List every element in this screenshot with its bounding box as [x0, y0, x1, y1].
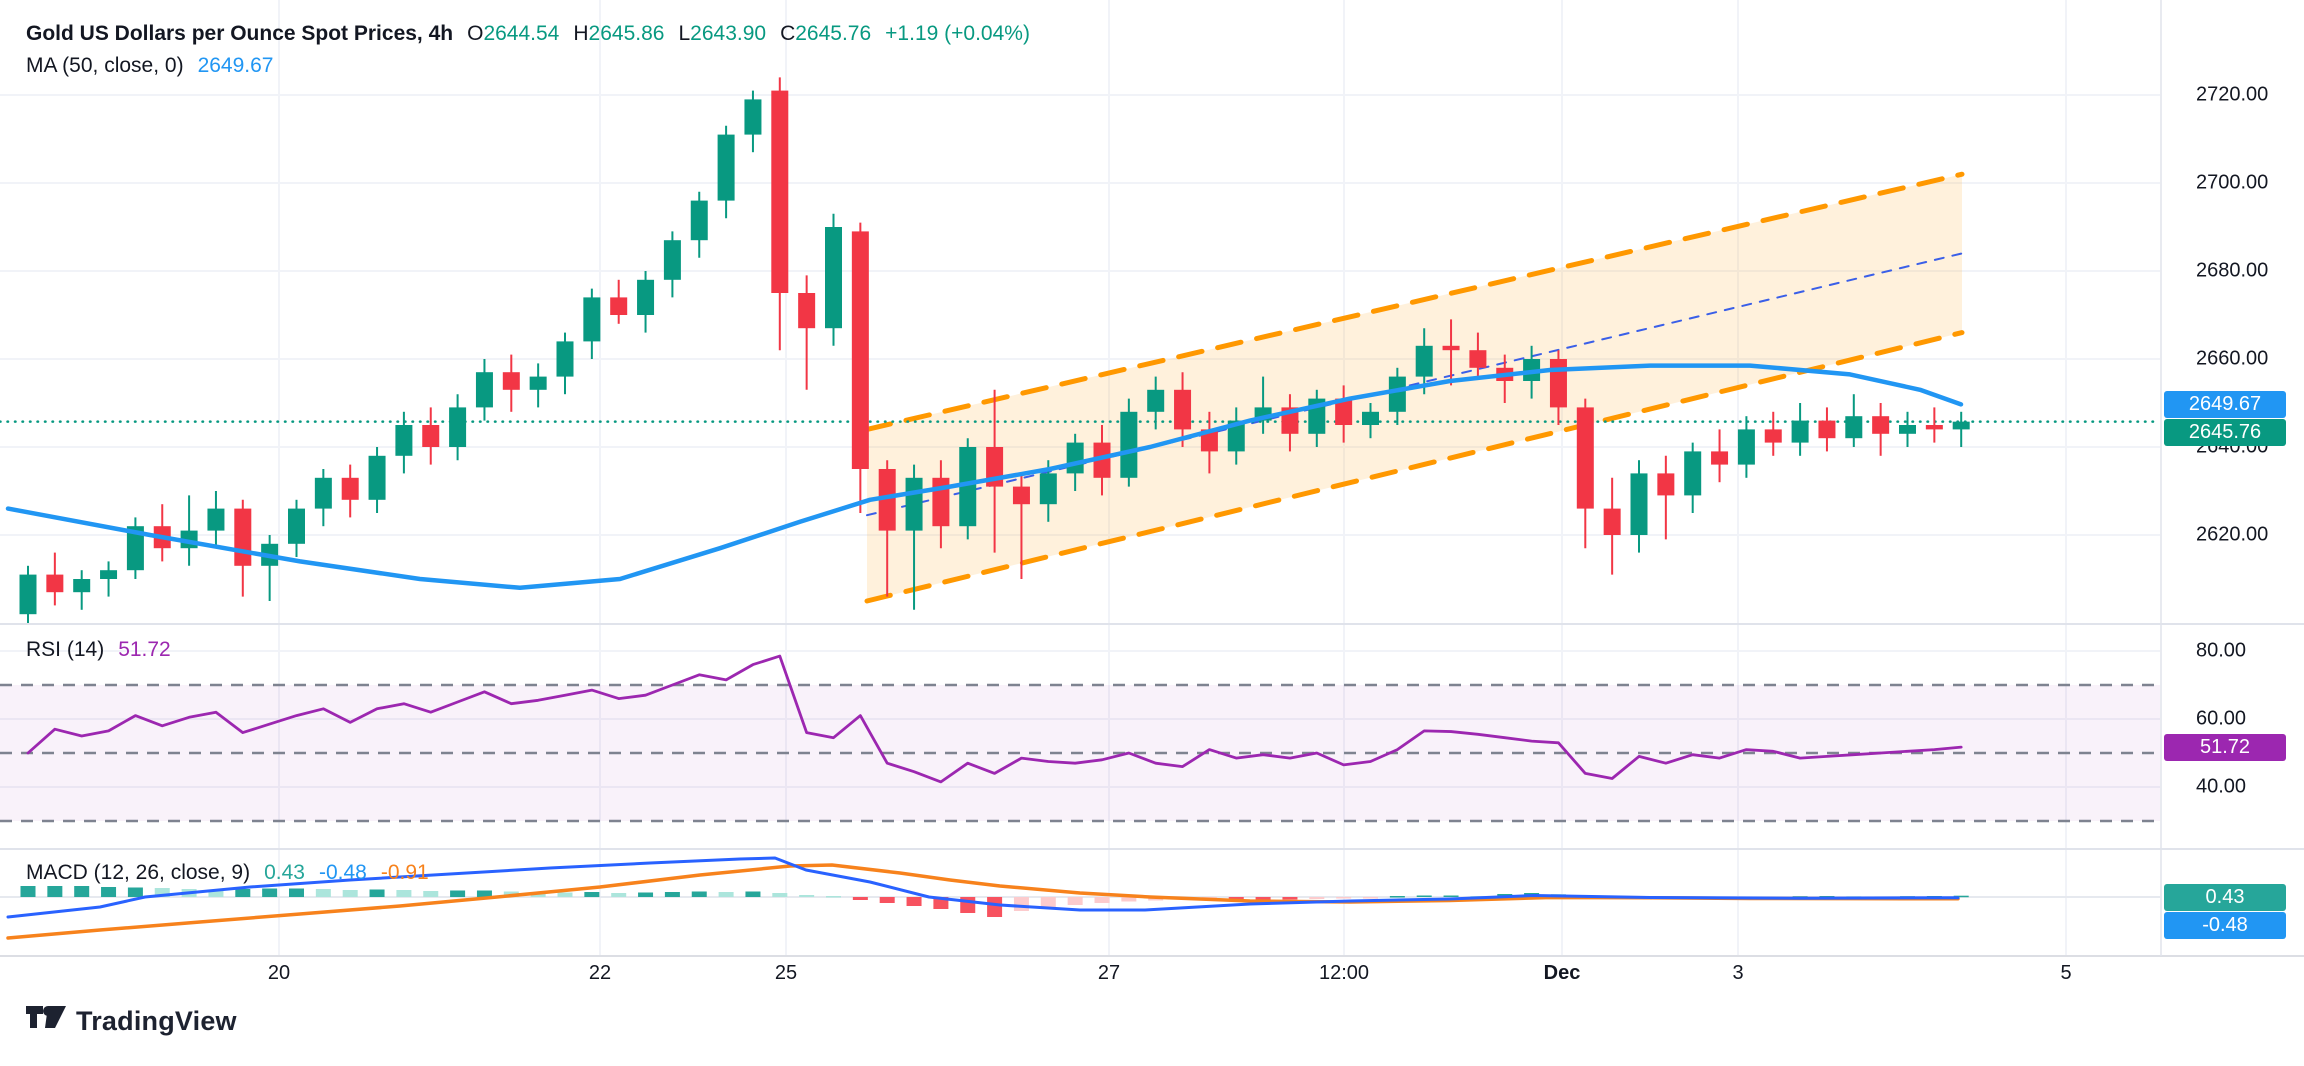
- time-axis-label: 3: [1732, 962, 1744, 984]
- time-axis-label: 12:00: [1318, 962, 1370, 984]
- macd-hist-value: 0.43: [264, 861, 305, 884]
- rsi-axis-label: 60.00: [2196, 707, 2247, 730]
- rsi-axis-label: 80.00: [2196, 639, 2247, 662]
- time-axis-label: Dec: [1543, 962, 1581, 984]
- macd-label: MACD (12, 26, close, 9): [26, 861, 251, 884]
- time-axis-label: 22: [588, 962, 612, 984]
- last-price-badge: 2645.76: [2164, 419, 2286, 446]
- ohlc-low: L2643.90: [678, 22, 767, 45]
- macd-signal-value: -0.91: [380, 861, 429, 884]
- ma-label: MA (50, close, 0): [26, 54, 184, 77]
- price-axis-label: 2700.00: [2196, 171, 2269, 194]
- time-axis-label: 25: [774, 962, 798, 984]
- time-axis-label: 27: [1097, 962, 1121, 984]
- rsi-axis-label: 40.00: [2196, 775, 2247, 798]
- price-axis-label: 2720.00: [2196, 83, 2269, 106]
- macd-legend[interactable]: MACD (12, 26, close, 9) 0.43 -0.48 -0.91: [26, 861, 429, 885]
- macd-hist-badge: 0.43: [2164, 884, 2286, 911]
- change-value: +1.19 (+0.04%): [885, 22, 1030, 45]
- price-axis-label: 2620.00: [2196, 523, 2269, 546]
- tradingview-wordmark: TradingView: [76, 1006, 237, 1036]
- ohlc-open: O2644.54: [467, 22, 560, 45]
- rsi-legend[interactable]: RSI (14) 51.72: [26, 638, 171, 662]
- rsi-value-badge: 51.72: [2164, 734, 2286, 761]
- time-axis-label: 5: [2060, 962, 2072, 984]
- price-axis-label: 2680.00: [2196, 259, 2269, 282]
- macd-line-value: -0.48: [318, 861, 367, 884]
- ohlc-high: H2645.86: [573, 22, 665, 45]
- symbol-title: Gold US Dollars per Ounce Spot Prices, 4…: [26, 22, 454, 45]
- tradingview-logo[interactable]: TradingView: [26, 1006, 237, 1037]
- rsi-label: RSI (14): [26, 638, 105, 661]
- ma-price-badge: 2649.67: [2164, 391, 2286, 418]
- ohlc-close: C2645.76: [780, 22, 872, 45]
- macd-line-badge: -0.48: [2164, 912, 2286, 939]
- ma-value: 2649.67: [197, 54, 274, 77]
- main-series-legend[interactable]: Gold US Dollars per Ounce Spot Prices, 4…: [26, 22, 1030, 46]
- tradingview-glyph-icon: [26, 1006, 66, 1037]
- price-axis-label: 2660.00: [2196, 347, 2269, 370]
- time-axis-label: 20: [267, 962, 291, 984]
- ma-legend[interactable]: MA (50, close, 0) 2649.67: [26, 54, 273, 78]
- rsi-value: 51.72: [118, 638, 171, 661]
